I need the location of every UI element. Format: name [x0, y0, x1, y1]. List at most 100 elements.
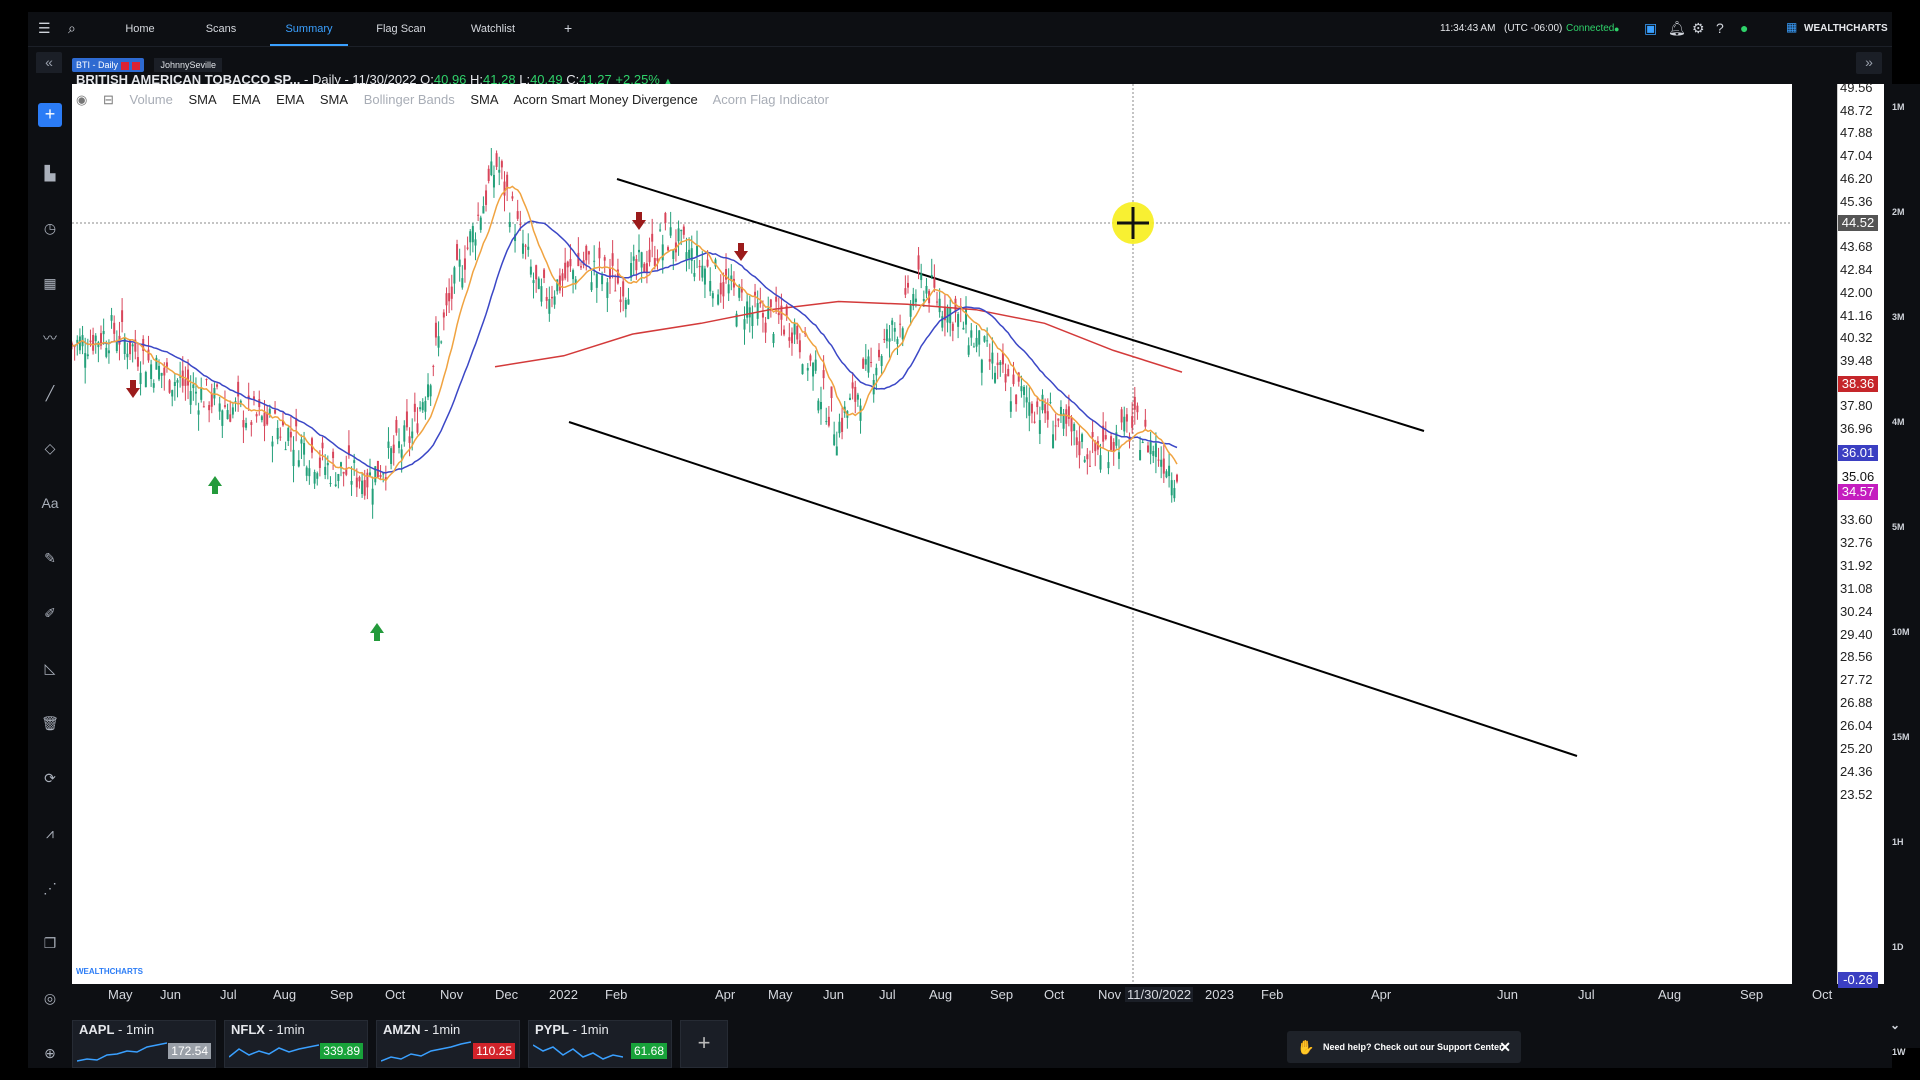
eye-icon[interactable]: ◉ [76, 92, 88, 107]
user-tag[interactable]: JohnnySeville [154, 58, 223, 72]
price-label: 31.08 [1840, 581, 1873, 596]
mini-chart-interval: - 1min [568, 1022, 609, 1037]
price-label: 29.40 [1840, 627, 1873, 642]
tab-home[interactable]: Home [125, 23, 155, 35]
candle-body [856, 394, 859, 400]
timeframe-label[interactable]: 1M [1892, 102, 1905, 112]
timeframe-label[interactable]: 1W [1892, 1047, 1906, 1057]
timeframe-label[interactable]: 1D [1892, 942, 1904, 952]
candle-body [276, 427, 279, 440]
indicator-bollinger[interactable]: Bollinger Bands [363, 92, 455, 107]
price-axis[interactable]: 49.56 48.72 47.88 47.04 46.20 45.36 44.5… [1837, 80, 1885, 988]
candle-body [851, 382, 854, 389]
collapse-icon[interactable]: ⊟ [102, 92, 114, 107]
tab-scans[interactable]: Scans [205, 23, 237, 35]
indicator-sma[interactable]: SMA [319, 92, 349, 107]
indicator-flag[interactable]: Acorn Flag Indicator [712, 92, 829, 107]
timeframe-label[interactable]: 4M [1892, 417, 1905, 427]
ruler-icon[interactable]: ◺ [44, 660, 56, 676]
candle-body [537, 278, 540, 290]
gear-icon[interactable]: ⚙ [1692, 20, 1705, 36]
indicator-ema[interactable]: EMA [276, 92, 305, 107]
clock-icon[interactable]: ◷ [43, 220, 57, 236]
price-chart[interactable]: WEALTHCHARTS [71, 84, 1792, 984]
refresh-icon[interactable]: ⟳ [44, 770, 56, 786]
candle-body [160, 372, 163, 376]
add-mini-chart-button[interactable]: + [680, 1020, 728, 1068]
indicator-smart-money[interactable]: Acorn Smart Money Divergence [513, 92, 698, 107]
tab-watchlist[interactable]: Watchlist [470, 23, 516, 35]
calendar-icon[interactable]: ▦ [43, 275, 57, 291]
indicator-ema[interactable]: EMA [232, 92, 261, 107]
time-label: Dec [495, 987, 519, 1002]
tab-summary[interactable]: Summary [270, 12, 348, 46]
support-banner[interactable]: ✋ Need help? Check out our Support Cente… [1287, 1031, 1521, 1063]
candle-body [941, 316, 944, 328]
candle-body [962, 327, 965, 330]
indicator-sma[interactable]: SMA [188, 92, 217, 107]
collapse-left-button[interactable]: « [36, 52, 62, 74]
close-icon[interactable]: ✕ [1499, 1039, 1511, 1055]
candle-body [1136, 405, 1139, 413]
candle-body [685, 252, 688, 260]
timeframe-label[interactable]: 3M [1892, 312, 1905, 322]
candle-body [445, 293, 448, 306]
candle-body [754, 291, 757, 296]
timeframe-label[interactable]: 1H [1892, 837, 1904, 847]
candle-body [345, 468, 348, 475]
scatter-icon[interactable]: ⋰ [43, 880, 57, 896]
timeframe-label[interactable]: 5M [1892, 522, 1905, 532]
search-icon[interactable]: ⌕ [68, 20, 76, 36]
candle-body [329, 482, 332, 484]
trend-icon[interactable]: 〰 [43, 330, 57, 346]
candle-body [126, 353, 129, 358]
sparkline [381, 1041, 471, 1062]
candle-body [769, 299, 772, 308]
mini-chart-amzn[interactable]: AMZN - 1min 110.25 [376, 1020, 520, 1068]
timeframe-axis: 1M 2M 3M 4M 5M 10M 15M 1H 1D 1W ⌄ [1884, 84, 1920, 1057]
text-tool-icon[interactable]: Aa [41, 495, 59, 511]
indicator-volume[interactable]: Volume [129, 92, 173, 107]
candle-body [601, 275, 604, 285]
bell-icon[interactable]: 🔔︎ [1668, 20, 1686, 36]
collapse-right-button[interactable]: » [1856, 52, 1882, 74]
candle-body [316, 473, 319, 479]
measure-icon[interactable]: ✐ [44, 605, 56, 621]
menu-icon[interactable]: ☰ [38, 20, 51, 36]
indicator-icon[interactable]: ⩘ [46, 825, 54, 841]
shape-tool-icon[interactable]: ◇ [44, 440, 56, 456]
layers-icon[interactable]: ❐ [43, 935, 57, 951]
mini-chart-aapl[interactable]: AAPL - 1min 172.54 [72, 1020, 216, 1068]
candle-body [1110, 436, 1113, 451]
lightbulb-icon[interactable]: ● [1740, 20, 1749, 36]
chart-canvas[interactable] [71, 84, 1792, 984]
candle-body [155, 357, 158, 370]
candle-body [1070, 417, 1073, 432]
time-axis[interactable]: May Jun Jul Aug Sep Oct Nov Dec 2022 Feb… [100, 984, 1837, 1004]
candle-body [374, 466, 377, 483]
timeframe-label[interactable]: 10M [1892, 627, 1910, 637]
trash-icon[interactable]: 🗑︎ [41, 715, 59, 731]
save-icon[interactable]: ▣ [1644, 20, 1658, 36]
mini-chart-nflx[interactable]: NFLX - 1min 339.89 [224, 1020, 368, 1068]
up-arrow-icon [374, 632, 380, 641]
pencil-icon[interactable]: ✎ [44, 550, 56, 566]
chart-type-icon[interactable]: ▙ [44, 165, 56, 181]
tab-flag-scan[interactable]: Flag Scan [376, 23, 426, 35]
line-tool-icon[interactable]: ╱ [45, 385, 55, 401]
chevron-down-icon[interactable]: ⌄ [1890, 1018, 1901, 1032]
indicator-sma[interactable]: SMA [470, 92, 499, 107]
ticker-tag[interactable]: BTI - Daily [72, 58, 145, 72]
add-drawing-button[interactable]: + [38, 103, 62, 127]
candle-body [656, 258, 659, 261]
candle-body [382, 473, 385, 475]
candle-body [113, 322, 116, 334]
add-tab-icon[interactable]: + [564, 20, 573, 36]
target-icon[interactable]: ◎ [43, 990, 57, 1006]
timeframe-label[interactable]: 2M [1892, 207, 1905, 217]
globe-icon[interactable]: ⊕ [44, 1045, 56, 1061]
timeframe-label[interactable]: 15M [1892, 732, 1910, 742]
mini-chart-pypl[interactable]: PYPL - 1min 61.68 [528, 1020, 672, 1068]
price-label: 37.80 [1840, 398, 1873, 413]
help-icon[interactable]: ? [1716, 20, 1724, 36]
